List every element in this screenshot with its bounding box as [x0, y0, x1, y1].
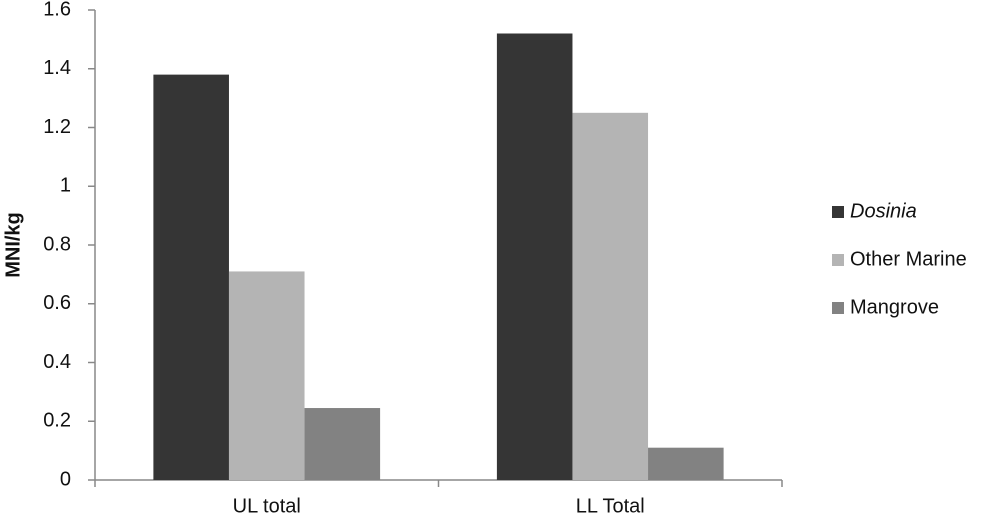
y-tick-label: 0.2: [43, 410, 71, 432]
y-tick-label: 1.6: [43, 0, 71, 20]
bar: [496, 33, 573, 480]
legend-swatch: [832, 302, 844, 314]
x-tick-label: UL total: [233, 495, 301, 517]
bar: [648, 447, 724, 480]
y-tick-label: 0.4: [43, 351, 71, 373]
legend-swatch: [832, 206, 844, 218]
y-tick-label: 1.4: [43, 57, 71, 79]
legend-swatch: [832, 254, 844, 266]
bar: [572, 112, 649, 480]
legend-label: Other Marine: [850, 248, 967, 270]
bar: [304, 408, 381, 480]
bar: [153, 74, 229, 480]
y-tick-label: 0.8: [43, 233, 71, 255]
y-tick-label: 1.2: [43, 116, 71, 138]
legend-label: Mangrove: [850, 296, 939, 318]
y-axis-title: MNI/kg: [2, 212, 24, 278]
y-tick-label: 0.6: [43, 292, 71, 314]
y-tick-label: 1: [60, 175, 71, 197]
legend-label: Dosinia: [850, 200, 917, 222]
bar: [228, 271, 305, 480]
x-tick-label: LL Total: [576, 495, 645, 517]
y-tick-label: 0: [60, 468, 71, 490]
